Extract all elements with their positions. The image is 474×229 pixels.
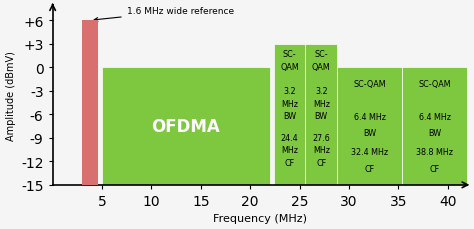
Text: 3.2: 3.2 bbox=[283, 87, 296, 96]
Text: CF: CF bbox=[430, 164, 440, 173]
Text: BW: BW bbox=[363, 129, 376, 138]
Text: SC-: SC- bbox=[314, 50, 328, 59]
Text: CF: CF bbox=[316, 158, 326, 167]
Text: CF: CF bbox=[365, 164, 375, 173]
X-axis label: Frequency (MHz): Frequency (MHz) bbox=[213, 213, 307, 224]
Y-axis label: Amplitude (dBmV): Amplitude (dBmV) bbox=[6, 51, 16, 140]
Text: 32.4 MHz: 32.4 MHz bbox=[351, 147, 388, 157]
Text: MHz: MHz bbox=[281, 146, 298, 155]
Text: MHz: MHz bbox=[313, 99, 330, 108]
Text: 27.6: 27.6 bbox=[312, 133, 330, 142]
Text: 6.4 MHz: 6.4 MHz bbox=[354, 112, 386, 121]
Text: QAM: QAM bbox=[312, 63, 331, 72]
Text: 3.2: 3.2 bbox=[315, 87, 328, 96]
Bar bbox=[337, 68, 402, 185]
Text: BW: BW bbox=[315, 112, 328, 121]
Text: QAM: QAM bbox=[280, 63, 299, 72]
Text: SC-QAM: SC-QAM bbox=[419, 80, 451, 89]
Text: SC-: SC- bbox=[283, 50, 296, 59]
Bar bbox=[102, 68, 270, 185]
Text: 24.4: 24.4 bbox=[281, 133, 299, 142]
Text: 1.6 MHz wide reference: 1.6 MHz wide reference bbox=[94, 7, 234, 22]
Text: SC-QAM: SC-QAM bbox=[353, 80, 386, 89]
Text: MHz: MHz bbox=[281, 99, 298, 108]
Text: 38.8 MHz: 38.8 MHz bbox=[416, 147, 453, 157]
Bar bbox=[274, 45, 305, 185]
Text: OFDMA: OFDMA bbox=[152, 117, 220, 136]
Bar bbox=[402, 68, 467, 185]
Bar bbox=[305, 45, 337, 185]
Text: BW: BW bbox=[428, 129, 441, 138]
Text: CF: CF bbox=[284, 158, 295, 167]
Text: MHz: MHz bbox=[313, 146, 330, 155]
Text: 6.4 MHz: 6.4 MHz bbox=[419, 112, 451, 121]
Text: BW: BW bbox=[283, 112, 296, 121]
Bar bbox=[82, 21, 98, 185]
